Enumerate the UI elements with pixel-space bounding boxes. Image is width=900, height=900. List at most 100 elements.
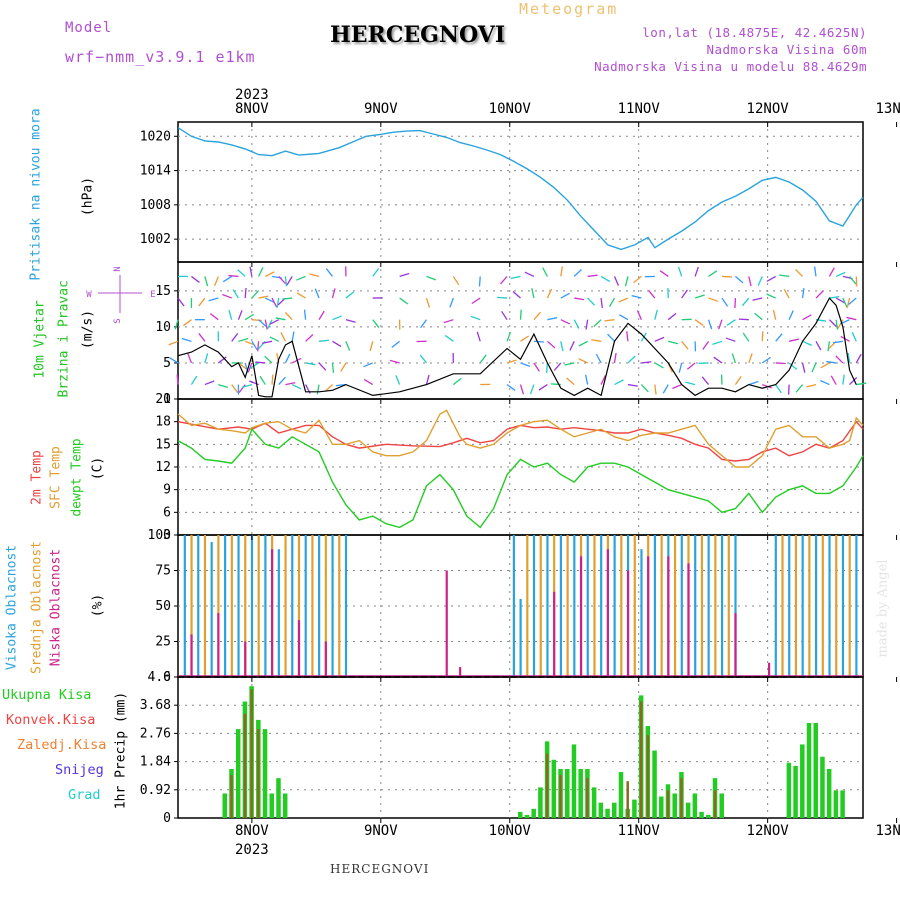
wind-arrow: [855, 276, 858, 287]
wind-arrow: [296, 275, 306, 281]
compass-east: E: [150, 290, 155, 300]
high-cloud-bar: [344, 535, 348, 677]
wind-arrow: [788, 338, 800, 342]
high-cloud-bar: [694, 535, 697, 677]
low-cloud-bar: [579, 556, 583, 677]
high-cloud-bar: [250, 535, 254, 677]
y-tick-label: 10: [155, 320, 171, 335]
wind-arrow: [738, 318, 749, 321]
wind-arrow: [560, 292, 570, 299]
total-precip-bar: [591, 787, 597, 818]
wind-arrow: [214, 276, 219, 286]
day-label-bottom: 13NOV: [876, 823, 900, 839]
wind-arrow: [259, 375, 266, 385]
wind-arrow: [305, 362, 316, 366]
wind-arrow: [478, 276, 481, 287]
legend-convective-rain: Konvek.Kisa: [6, 712, 96, 728]
wind-arrow: [802, 340, 812, 346]
mid-cloud-bar: [217, 535, 220, 677]
wind-arrow: [560, 266, 564, 277]
wind-arrow: [820, 379, 830, 386]
wind-arrow: [600, 297, 603, 309]
wind-arrow: [775, 333, 783, 342]
wind-arrow: [340, 362, 347, 372]
station-title: HERCEGNOVI: [330, 22, 506, 48]
wind-arrow: [734, 275, 744, 284]
high-cloud-bar: [519, 598, 522, 677]
total-precip-bar: [571, 744, 577, 818]
compass-south: S: [113, 318, 123, 323]
mid-cloud-bar: [190, 535, 193, 677]
wind-arrow: [648, 289, 656, 299]
y-tick-label: 1002: [140, 232, 171, 247]
wind-arrow: [269, 319, 280, 325]
wind-arrow: [775, 362, 786, 365]
y-tick-label: 3: [163, 528, 171, 543]
wind-arrow: [659, 270, 669, 277]
wind-arrow: [452, 276, 460, 286]
pressure-panel: 1020 1014 1008 1002: [140, 121, 864, 263]
high-cloud-bar: [546, 535, 549, 677]
legend-freezing-rain: Zaledj.Kisa: [17, 737, 107, 753]
wind-arrow: [238, 384, 246, 393]
y-tick-label: 3.68: [140, 698, 171, 713]
high-cloud-bar: [197, 535, 200, 677]
panel-frame: [177, 676, 864, 819]
low-cloud-bar: [734, 613, 737, 677]
wind-arrow: [249, 362, 259, 369]
wind-arrow: [742, 332, 750, 342]
wind-arrow: [231, 384, 239, 393]
wind-arrow: [701, 376, 710, 385]
wind-arrow: [726, 319, 736, 326]
panel-frame: [177, 121, 864, 263]
legend-total-rain: Ukupna Kisa: [2, 687, 92, 703]
mid-cloud-bar: [633, 535, 636, 677]
legend-snow: Snijeg: [55, 762, 104, 778]
wind-arrow: [835, 271, 846, 278]
wind-arrow: [595, 353, 602, 364]
wind-arrow: [641, 361, 652, 364]
wind-arrow: [585, 319, 589, 330]
wind-arrow: [627, 355, 636, 364]
wind-arrow: [476, 331, 481, 342]
wind-arrow: [391, 340, 401, 348]
total-precip-bar: [786, 762, 792, 818]
mid-cloud-bar: [230, 535, 233, 677]
wind-arrow: [471, 297, 481, 305]
wind-arrow: [566, 377, 575, 386]
convective-precip-bar: [559, 775, 562, 818]
wind-arrow: [708, 297, 719, 302]
wind-arrow: [678, 362, 683, 373]
high-cloud-bar: [653, 535, 657, 677]
precip-panel: 4.6 3.68 2.76 1.84 0.92 0: [140, 670, 864, 826]
wind-arrow: [813, 266, 817, 277]
mid-cloud-bar: [284, 535, 287, 677]
wind-arrow: [506, 359, 517, 364]
wind-arrow: [524, 271, 535, 278]
panel-frame: [177, 261, 864, 400]
wind-arrow: [228, 309, 233, 320]
wind-arrow: [218, 383, 229, 388]
wind-arrow: [573, 269, 582, 277]
low-cloud-bar: [553, 591, 556, 677]
wind-arrow: [395, 375, 401, 385]
wind-arrow: [187, 353, 193, 364]
high-cloud-bar: [828, 535, 831, 677]
low-cloud-bar: [647, 556, 650, 677]
wind-arrow: [258, 295, 269, 299]
wind-arrow: [443, 319, 454, 324]
wind-arrow: [631, 295, 642, 299]
wind-arrow: [787, 384, 790, 395]
y-tick-label: 15: [155, 284, 171, 299]
high-cloud-bar: [532, 535, 536, 677]
wind-arrow: [399, 297, 409, 305]
total-precip-bar: [692, 793, 698, 818]
model-elevation-label: Nadmorska Visina u modelu 88.4629m: [594, 59, 867, 74]
convective-precip-bar: [713, 790, 717, 818]
mid-cloud-bar: [338, 535, 341, 677]
wind-arrow: [533, 340, 544, 343]
high-cloud-bar: [237, 535, 240, 677]
wind-arrow: [827, 341, 831, 352]
wind-arrow: [258, 319, 267, 327]
mid-cloud-bar: [794, 535, 798, 677]
